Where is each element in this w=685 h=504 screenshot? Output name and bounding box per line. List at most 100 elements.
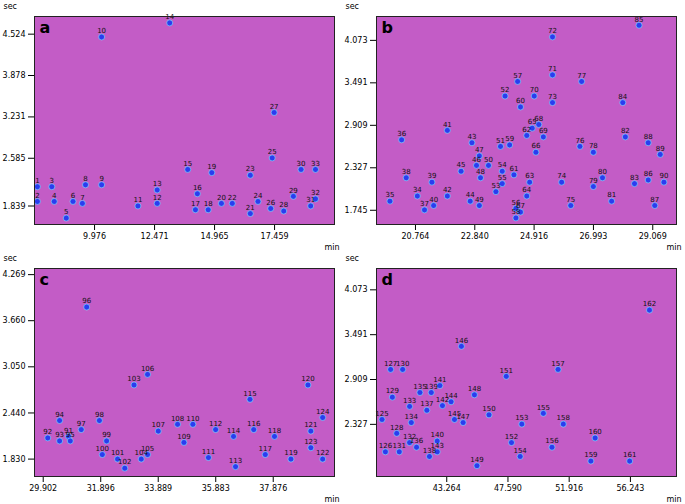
svg-text:153: 153	[515, 414, 528, 422]
svg-text:sec: sec	[4, 2, 18, 11]
svg-text:24: 24	[254, 192, 263, 200]
svg-text:54: 54	[498, 161, 507, 169]
svg-text:d: d	[382, 270, 393, 289]
svg-text:136: 136	[410, 437, 424, 445]
svg-text:a: a	[40, 18, 51, 37]
svg-text:14: 14	[165, 13, 174, 21]
svg-text:81: 81	[607, 191, 616, 199]
svg-text:118: 118	[268, 427, 281, 435]
svg-text:16: 16	[193, 184, 202, 192]
svg-text:76: 76	[575, 137, 584, 145]
svg-text:141: 141	[433, 376, 446, 384]
svg-text:133: 133	[403, 397, 416, 405]
svg-text:3.660: 3.660	[3, 316, 26, 325]
svg-text:114: 114	[227, 427, 241, 435]
svg-text:4.269: 4.269	[3, 270, 26, 279]
svg-text:sec: sec	[4, 254, 18, 263]
svg-text:36: 36	[397, 130, 406, 138]
svg-text:162: 162	[643, 300, 656, 308]
svg-text:1.745: 1.745	[345, 206, 368, 215]
svg-text:1.839: 1.839	[3, 202, 26, 211]
svg-text:79: 79	[589, 177, 598, 185]
svg-text:39: 39	[427, 172, 436, 180]
svg-text:23: 23	[246, 165, 255, 173]
svg-text:13: 13	[153, 180, 162, 188]
svg-text:101: 101	[111, 449, 124, 457]
svg-text:47.590: 47.590	[494, 484, 522, 493]
svg-text:139: 139	[425, 383, 438, 391]
svg-text:35.883: 35.883	[202, 484, 230, 493]
svg-text:112: 112	[209, 420, 222, 428]
svg-text:147: 147	[456, 413, 469, 421]
svg-text:107: 107	[152, 421, 165, 429]
svg-text:86: 86	[644, 170, 653, 178]
svg-text:71: 71	[548, 65, 557, 73]
svg-text:47: 47	[475, 146, 484, 154]
svg-text:106: 106	[141, 365, 155, 373]
svg-text:124: 124	[316, 408, 330, 416]
svg-text:69: 69	[539, 127, 548, 135]
svg-text:7: 7	[80, 194, 84, 202]
svg-text:117: 117	[259, 445, 272, 453]
svg-text:11: 11	[133, 196, 142, 204]
svg-text:3.050: 3.050	[3, 362, 26, 371]
svg-text:25: 25	[268, 148, 277, 156]
svg-text:sec: sec	[346, 254, 360, 263]
svg-text:30: 30	[297, 160, 306, 168]
svg-text:12: 12	[153, 194, 162, 202]
svg-text:143: 143	[431, 442, 444, 450]
svg-text:20: 20	[217, 194, 226, 202]
svg-text:73: 73	[548, 93, 557, 101]
svg-text:64: 64	[522, 186, 531, 194]
svg-text:29.902: 29.902	[29, 484, 57, 493]
svg-text:22.840: 22.840	[461, 232, 489, 241]
svg-text:2.327: 2.327	[345, 163, 368, 172]
svg-text:min: min	[324, 495, 339, 504]
svg-text:95: 95	[66, 431, 75, 439]
svg-text:2.909: 2.909	[345, 375, 368, 384]
svg-text:21: 21	[246, 204, 255, 212]
svg-text:31: 31	[306, 196, 315, 204]
svg-text:160: 160	[588, 428, 601, 436]
svg-text:72: 72	[548, 27, 557, 35]
svg-text:17: 17	[191, 200, 200, 208]
svg-text:99: 99	[102, 431, 111, 439]
svg-text:129: 129	[386, 387, 399, 395]
svg-text:113: 113	[229, 457, 242, 465]
svg-text:128: 128	[390, 424, 403, 432]
svg-text:50: 50	[484, 156, 493, 164]
svg-text:89: 89	[656, 145, 665, 153]
svg-text:2.327: 2.327	[345, 420, 368, 429]
svg-text:min: min	[666, 243, 681, 252]
svg-text:158: 158	[557, 414, 570, 422]
svg-text:159: 159	[584, 451, 597, 459]
svg-text:78: 78	[589, 142, 598, 150]
svg-text:125: 125	[375, 410, 388, 418]
svg-text:110: 110	[186, 415, 199, 423]
svg-text:10: 10	[97, 27, 106, 35]
svg-text:46: 46	[472, 156, 481, 164]
svg-text:161: 161	[623, 451, 636, 459]
svg-text:60: 60	[516, 97, 525, 105]
svg-text:2.909: 2.909	[345, 121, 368, 130]
svg-text:3: 3	[50, 177, 54, 185]
svg-text:82: 82	[621, 127, 630, 135]
svg-text:sec: sec	[346, 2, 360, 11]
svg-text:57: 57	[513, 72, 522, 80]
svg-text:70: 70	[530, 86, 539, 94]
svg-text:96: 96	[82, 297, 91, 305]
svg-text:100: 100	[96, 445, 109, 453]
svg-text:41: 41	[443, 121, 452, 129]
svg-text:111: 111	[202, 448, 215, 456]
svg-text:152: 152	[505, 433, 518, 441]
svg-text:min: min	[666, 495, 681, 504]
svg-text:120: 120	[301, 375, 314, 383]
svg-text:26.993: 26.993	[579, 232, 607, 241]
svg-text:22: 22	[228, 194, 237, 202]
svg-text:115: 115	[243, 390, 256, 398]
svg-text:17.459: 17.459	[261, 232, 289, 241]
svg-text:68: 68	[534, 115, 543, 123]
svg-text:2: 2	[35, 192, 39, 200]
svg-text:140: 140	[431, 431, 444, 439]
svg-text:122: 122	[316, 449, 329, 457]
